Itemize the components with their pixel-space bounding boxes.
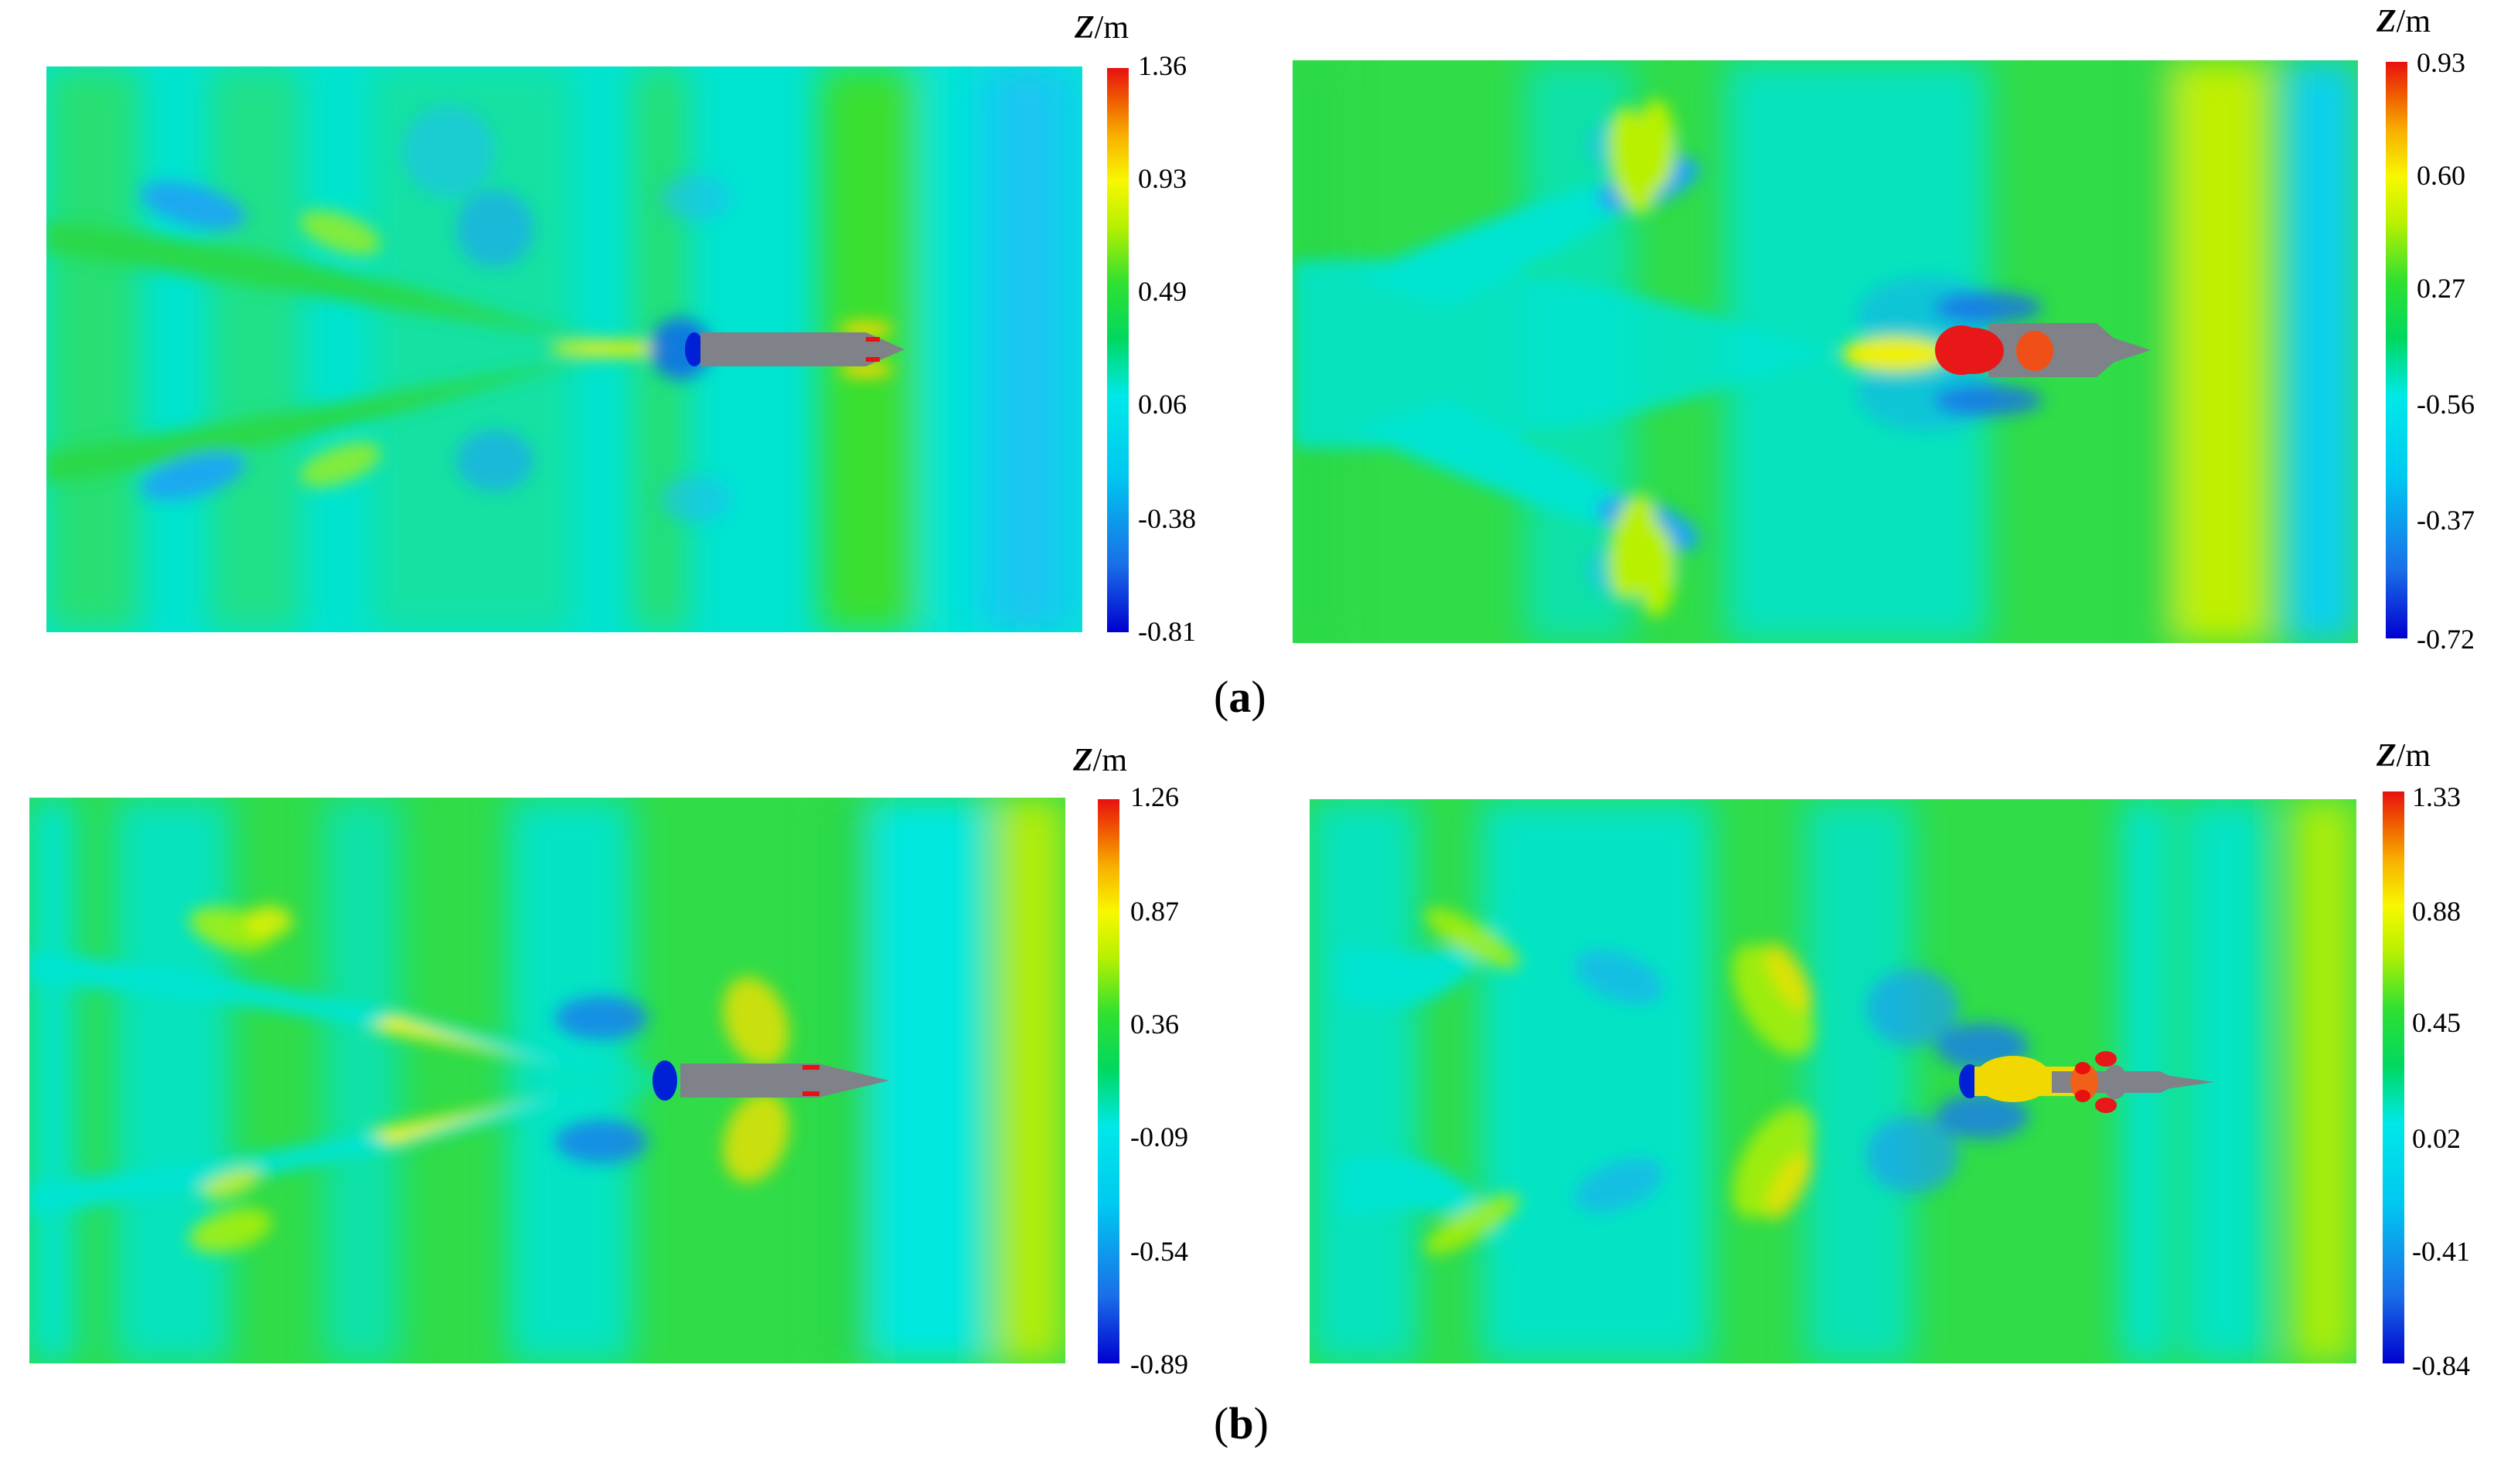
tick-label: 0.60 <box>2417 160 2465 191</box>
tick-label: -0.84 <box>2412 1350 2470 1381</box>
caption-b: (b) <box>1214 1398 1269 1448</box>
tick-label: 0.45 <box>2412 1007 2461 1038</box>
tick-label: 1.36 <box>1138 50 1187 81</box>
tick-label: -0.09 <box>1130 1122 1188 1152</box>
colorbar-b-left <box>1098 799 1119 1363</box>
tick-label: -0.56 <box>2417 389 2475 420</box>
tick-label: 0.02 <box>2412 1123 2461 1154</box>
tick-label: -0.81 <box>1138 616 1196 647</box>
tick-label: -0.37 <box>2417 505 2475 536</box>
tick-label: 0.36 <box>1130 1009 1179 1040</box>
contour-panel-a-left <box>46 66 1082 632</box>
colorbar-title: Z/m <box>1073 743 1127 778</box>
tick-label: -0.89 <box>1130 1349 1188 1380</box>
tick-label: -0.72 <box>2417 624 2475 655</box>
tick-label: 0.27 <box>2417 273 2465 304</box>
tick-label: 0.06 <box>1138 389 1187 420</box>
colorbar-title: Z/m <box>2376 4 2431 39</box>
tick-label: 1.33 <box>2412 781 2461 812</box>
contour-panel-b-right <box>1310 799 2356 1363</box>
colorbar-a-right <box>2386 62 2407 638</box>
tick-label: 0.49 <box>1138 276 1187 307</box>
caption-a: (a) <box>1214 672 1266 722</box>
tick-label: 0.93 <box>2417 47 2465 78</box>
tick-label: 1.26 <box>1130 781 1179 812</box>
tick-label: -0.54 <box>1130 1236 1188 1267</box>
tick-label: -0.41 <box>2412 1236 2470 1267</box>
tick-label: -0.38 <box>1138 503 1196 534</box>
colorbar-title: Z/m <box>1075 10 1129 46</box>
contour-panel-a-right <box>1293 60 2358 643</box>
tick-label: 0.88 <box>2412 896 2461 927</box>
colorbar-b-right <box>2383 791 2404 1363</box>
colorbar-title: Z/m <box>2376 738 2431 774</box>
contour-panel-b-left <box>29 798 1065 1363</box>
tick-label: 0.93 <box>1138 163 1187 194</box>
tick-label: 0.87 <box>1130 896 1179 927</box>
colorbar-a-left <box>1107 68 1129 632</box>
